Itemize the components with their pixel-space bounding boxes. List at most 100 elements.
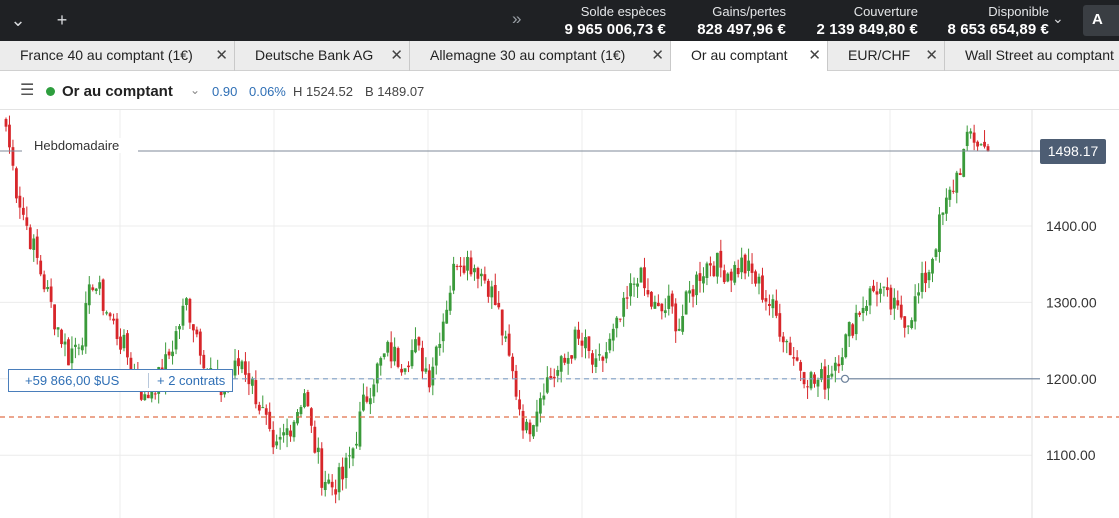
tab-eur-chf[interactable]: EUR/CHF ✕ <box>828 41 945 71</box>
candle-body <box>372 384 376 397</box>
position-label[interactable]: +59 866,00 $US + 2 contrats <box>8 369 233 392</box>
candle-body <box>861 307 865 314</box>
candle-body <box>382 353 386 358</box>
tab-deutsche-bank[interactable]: Deutsche Bank AG ✕ <box>235 41 410 71</box>
candle-body <box>181 305 185 326</box>
candle-body <box>965 131 969 147</box>
candle-body <box>108 313 112 317</box>
close-icon[interactable]: ✕ <box>215 47 228 64</box>
candle-body <box>847 322 851 337</box>
candle-body <box>774 300 778 316</box>
stat-label: Solde espèces <box>580 4 666 19</box>
candle-body <box>566 358 570 364</box>
account-button[interactable]: A <box>1083 5 1119 36</box>
candle-body <box>32 238 36 250</box>
current-price-tag: 1498.17 <box>1040 139 1106 164</box>
candle-body <box>927 272 931 281</box>
candle-body <box>348 455 351 457</box>
candle-body <box>643 267 646 289</box>
instrument-header: ☰ Or au comptant ⌄ 0.90 0.06% H 1524.52 … <box>0 71 1119 110</box>
candle-body <box>677 328 681 331</box>
candle-body <box>552 376 556 379</box>
candle-body <box>979 144 983 146</box>
candle-body <box>46 287 50 290</box>
candle-body <box>632 283 636 285</box>
tab-wall-street[interactable]: Wall Street au comptant <box>945 41 1119 71</box>
candle-body <box>500 309 504 336</box>
candle-body <box>15 168 18 199</box>
candle-body <box>80 345 84 351</box>
candle-body <box>799 362 803 371</box>
candle-body <box>341 466 344 480</box>
candle-body <box>476 267 480 279</box>
candle-body <box>924 272 927 284</box>
candle-body <box>191 324 195 331</box>
plus-icon[interactable]: + <box>56 10 68 30</box>
candle-body <box>344 457 348 478</box>
tab-allemagne-30[interactable]: Allemagne 30 au comptant (1€) ✕ <box>410 41 671 71</box>
tab-label: EUR/CHF <box>848 47 911 63</box>
candle-body <box>792 357 796 359</box>
close-icon[interactable]: ✕ <box>808 47 821 64</box>
candle-body <box>743 254 747 274</box>
chevron-down-icon[interactable]: ⌄ <box>10 10 26 30</box>
candle-body <box>712 265 716 277</box>
candle-body <box>538 398 542 414</box>
candle-body <box>684 291 688 315</box>
candle-body <box>674 303 678 332</box>
candle-body <box>185 298 188 305</box>
stat-label: Couverture <box>853 4 918 19</box>
candle-body <box>882 286 886 288</box>
candle-body <box>358 411 362 447</box>
position-entry-marker <box>840 374 850 383</box>
tab-or-au-comptant[interactable]: Or au comptant ✕ <box>671 41 828 72</box>
candle-body <box>28 227 32 250</box>
candle-body <box>233 360 237 376</box>
candle-body <box>781 336 785 343</box>
candle-body <box>688 290 691 294</box>
price-change-percent: 0.06% <box>249 84 286 99</box>
candle-body <box>53 304 56 330</box>
candle-body <box>778 313 782 337</box>
position-contracts: + 2 contrats <box>157 373 226 388</box>
chevron-down-icon[interactable]: ⌄ <box>190 83 201 97</box>
price-chart[interactable]: 1400.00 1300.00 1200.00 1100.00 <box>0 110 1119 518</box>
candle-body <box>618 318 622 320</box>
instrument-name[interactable]: Or au comptant <box>62 83 173 100</box>
account-dropdown-icon[interactable]: ⌄ <box>1052 10 1064 26</box>
stat-value: 828 497,96 € <box>697 21 786 38</box>
candle-body <box>722 270 726 283</box>
close-icon[interactable]: ✕ <box>390 47 403 64</box>
candle-body <box>504 336 508 339</box>
menu-icon[interactable]: ☰ <box>20 82 35 99</box>
candle-body <box>545 377 549 393</box>
candle-body <box>615 317 619 329</box>
candle-body <box>931 258 934 274</box>
candle-body <box>629 283 632 297</box>
candle-body <box>903 316 907 328</box>
candle-body <box>244 361 247 375</box>
candle-body <box>490 286 494 298</box>
tab-france-40[interactable]: France 40 au comptant (1€) ✕ <box>0 41 235 71</box>
candle-body <box>195 329 199 335</box>
candle-body <box>934 249 938 258</box>
candle-body <box>254 380 258 405</box>
candle-body <box>663 310 667 314</box>
close-icon[interactable]: ✕ <box>925 47 938 64</box>
double-chevron-right-icon[interactable]: » <box>512 9 522 28</box>
instrument-tabs: France 40 au comptant (1€) ✕ Deutsche Ba… <box>0 41 1119 72</box>
market-status-indicator <box>46 87 55 96</box>
close-icon[interactable]: ✕ <box>651 47 664 64</box>
candle-body <box>119 336 122 350</box>
candle-body <box>875 291 879 295</box>
candle-body <box>591 353 594 365</box>
candle-body <box>601 356 605 361</box>
candle-body <box>594 358 598 368</box>
candle-body <box>951 190 955 192</box>
candle-body <box>715 252 719 277</box>
chart-interval-label[interactable]: Hebdomadaire <box>32 138 122 153</box>
candle-body <box>365 396 369 402</box>
candle-body <box>820 369 823 380</box>
candle-body <box>899 304 903 318</box>
